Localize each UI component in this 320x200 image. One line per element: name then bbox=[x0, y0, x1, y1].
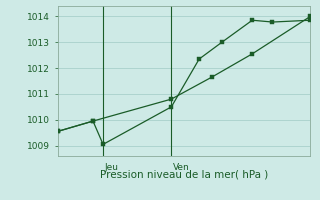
Text: Ven: Ven bbox=[172, 163, 189, 172]
X-axis label: Pression niveau de la mer( hPa ): Pression niveau de la mer( hPa ) bbox=[100, 170, 268, 180]
Text: Jeu: Jeu bbox=[104, 163, 118, 172]
